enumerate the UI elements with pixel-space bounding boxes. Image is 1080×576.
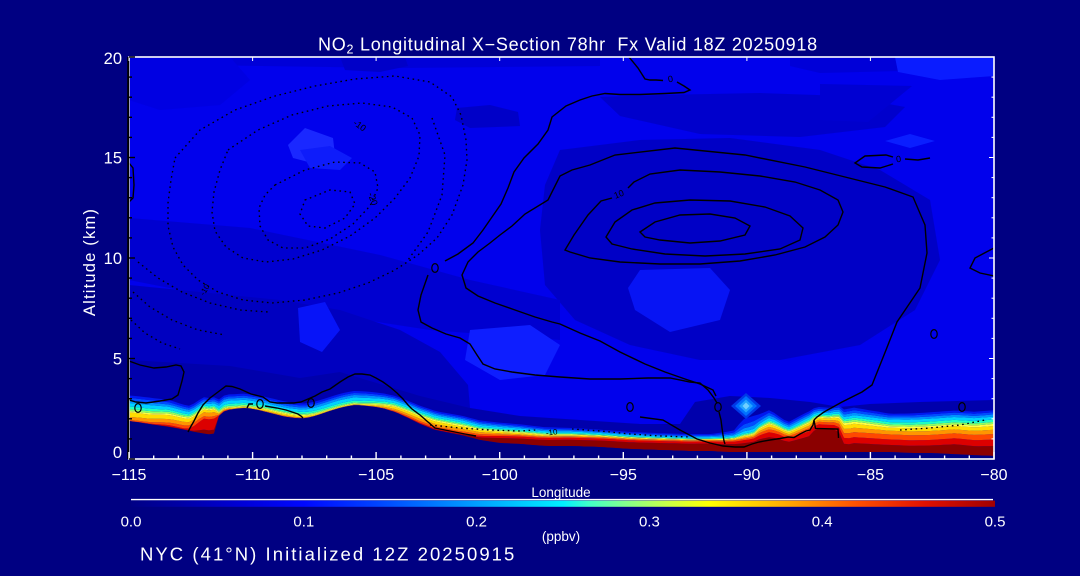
svg-text:−100: −100: [482, 467, 518, 484]
svg-text:0.2: 0.2: [466, 514, 487, 531]
svg-text:-10: -10: [545, 427, 558, 438]
svg-text:−85: −85: [857, 467, 884, 484]
svg-text:10: 10: [104, 250, 122, 268]
svg-text:0.0: 0.0: [121, 514, 142, 531]
svg-text:Altitude (km): Altitude (km): [81, 208, 99, 316]
svg-text:−115: −115: [112, 467, 147, 484]
svg-text:0.4: 0.4: [812, 514, 833, 531]
svg-text:0: 0: [895, 154, 901, 165]
svg-text:−90: −90: [733, 467, 760, 484]
svg-text:0: 0: [113, 444, 122, 462]
svg-text:NYC (41°N) Initialized 12Z 202: NYC (41°N) Initialized 12Z 20250915: [140, 544, 516, 565]
svg-text:−105: −105: [358, 467, 394, 484]
svg-text:0.3: 0.3: [639, 514, 660, 531]
svg-text:0: 0: [667, 74, 674, 85]
svg-text:Longitude: Longitude: [531, 485, 590, 500]
svg-text:−95: −95: [610, 467, 637, 484]
svg-text:15: 15: [104, 150, 122, 168]
svg-text:−80: −80: [980, 467, 1007, 484]
svg-text:NO2 Longitudinal X−Section 78h: NO2 Longitudinal X−Section 78hr Fx Valid…: [318, 35, 818, 57]
svg-text:5: 5: [113, 351, 122, 369]
svg-text:0.1: 0.1: [293, 514, 314, 531]
svg-text:(ppbv): (ppbv): [542, 529, 580, 544]
svg-text:0.5: 0.5: [985, 514, 1006, 531]
svg-text:20: 20: [104, 50, 122, 68]
svg-text:-20: -20: [366, 191, 380, 207]
svg-text:−110: −110: [235, 467, 270, 484]
svg-text:10: 10: [612, 188, 625, 201]
